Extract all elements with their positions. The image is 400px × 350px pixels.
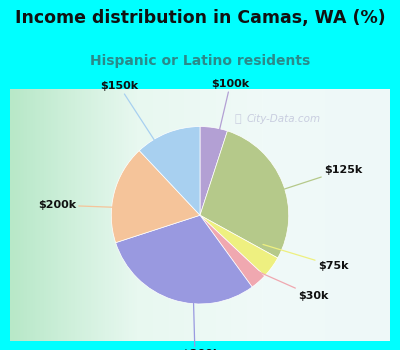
Wedge shape (200, 131, 289, 258)
Text: $30k: $30k (242, 264, 328, 301)
Text: Income distribution in Camas, WA (%): Income distribution in Camas, WA (%) (15, 9, 385, 27)
Wedge shape (139, 127, 200, 215)
Text: $100k: $100k (211, 79, 249, 161)
Text: ⓘ: ⓘ (235, 114, 241, 125)
Wedge shape (116, 215, 252, 304)
Wedge shape (111, 150, 200, 243)
Text: Hispanic or Latino residents: Hispanic or Latino residents (90, 54, 310, 68)
Text: $200k: $200k (38, 200, 135, 210)
Wedge shape (200, 215, 278, 276)
Text: > $200k: > $200k (169, 282, 220, 350)
Text: City-Data.com: City-Data.com (246, 114, 321, 125)
Text: $75k: $75k (263, 244, 348, 271)
Text: $125k: $125k (266, 165, 362, 195)
Text: $150k: $150k (100, 81, 165, 156)
Wedge shape (200, 127, 228, 215)
Wedge shape (200, 215, 265, 287)
